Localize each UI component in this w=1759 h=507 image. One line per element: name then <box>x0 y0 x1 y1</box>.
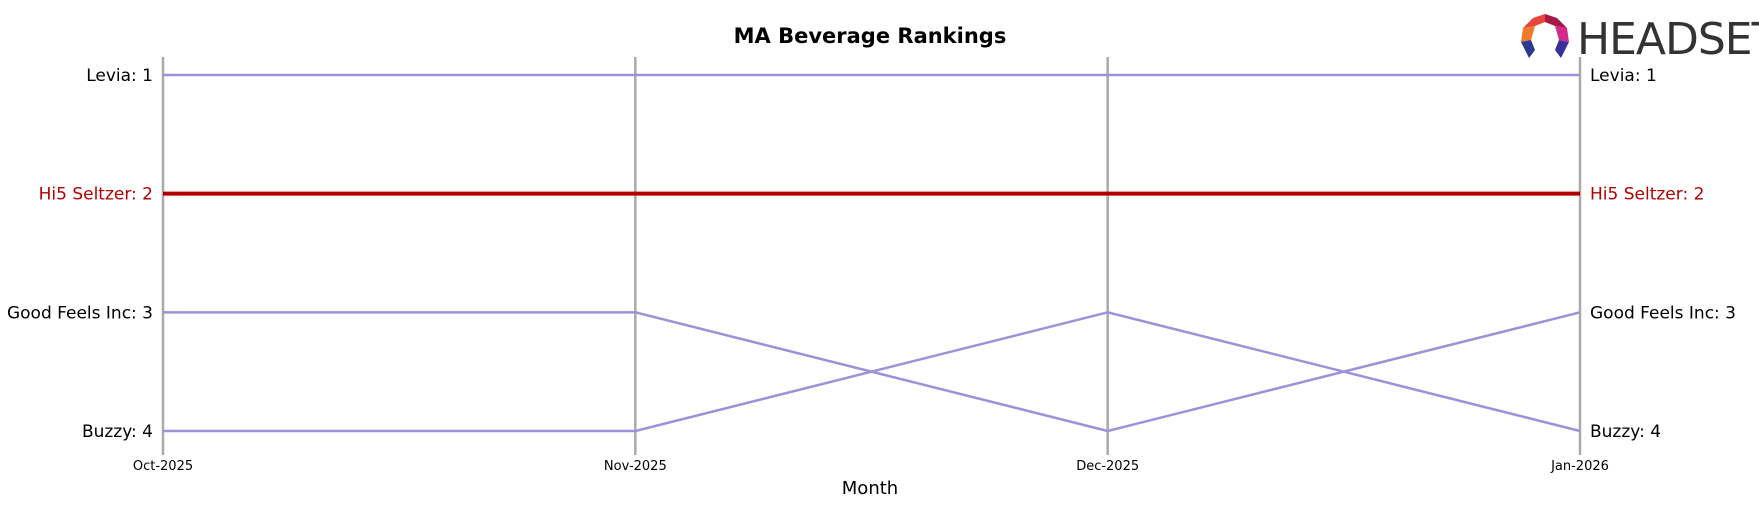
end-label: Buzzy: 4 <box>1590 422 1661 442</box>
chart-title: MA Beverage Rankings <box>734 24 1007 48</box>
headset-logo-icon <box>1521 14 1569 58</box>
start-label: Levia: 1 <box>86 66 153 86</box>
gridlines <box>161 57 1582 455</box>
start-label: Buzzy: 4 <box>82 422 153 442</box>
logo-text: HEADSET <box>1577 14 1759 65</box>
x-tick-label: Jan-2026 <box>1550 459 1609 474</box>
x-tick-label: Oct-2025 <box>133 459 193 474</box>
start-label: Hi5 Seltzer: 2 <box>39 185 153 205</box>
series-lines <box>163 73 1581 433</box>
x-axis-ticks: Oct-2025 Nov-2025 Dec-2025 Jan-2026 <box>133 459 1609 474</box>
x-tick-label: Dec-2025 <box>1076 459 1139 474</box>
series-line-buzzy <box>163 311 1581 433</box>
end-labels: Levia: 1 Hi5 Seltzer: 2 Good Feels Inc: 3 B… <box>1590 66 1736 442</box>
start-label: Good Feels Inc: 3 <box>7 303 153 323</box>
end-label: Hi5 Seltzer: 2 <box>1590 185 1704 205</box>
logo: HEADSET <box>1521 14 1759 65</box>
x-tick-label: Nov-2025 <box>604 459 667 474</box>
end-label: Levia: 1 <box>1590 66 1657 86</box>
x-axis-label: Month <box>842 478 898 499</box>
start-labels: Levia: 1 Hi5 Seltzer: 2 Good Feels Inc: 3 B… <box>7 66 153 442</box>
end-label: Good Feels Inc: 3 <box>1590 303 1736 323</box>
